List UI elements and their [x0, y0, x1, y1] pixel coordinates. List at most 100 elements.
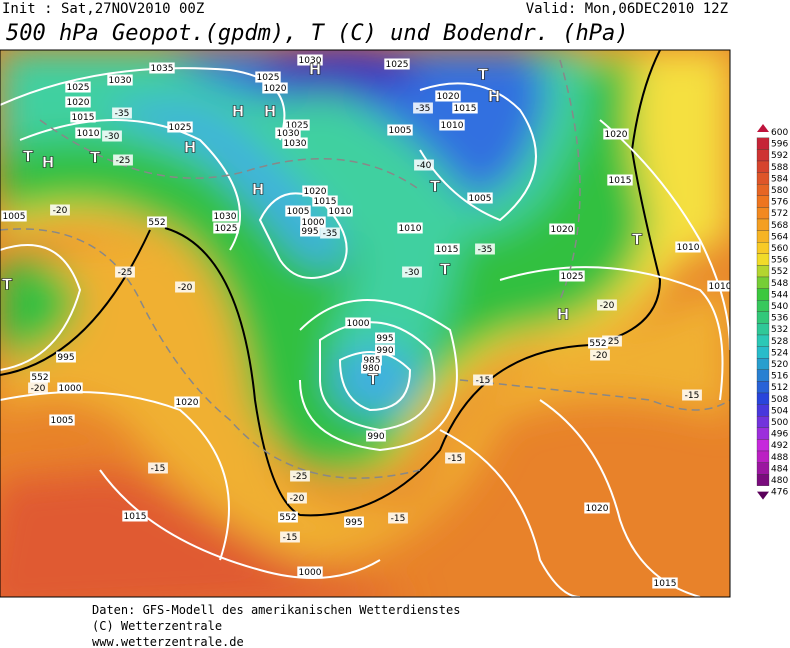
isobar-label: 1010: [399, 224, 422, 234]
temperature-label: -35: [478, 245, 493, 255]
label-box: [345, 317, 371, 329]
isobar-label: 1020: [264, 84, 287, 94]
isobar-label: 995: [301, 227, 318, 237]
legend-swatch: [756, 474, 770, 486]
temperature-label: -20: [290, 494, 305, 504]
legend-cap: [757, 124, 769, 132]
isobar-label: 995: [376, 334, 393, 344]
pressure-center: H: [264, 103, 277, 121]
temperature-label: -25: [605, 337, 620, 347]
pressure-center: T: [90, 149, 101, 167]
pressure-center: T: [368, 371, 379, 389]
pressure-center: H: [232, 103, 245, 121]
isobar-label: 1000: [299, 568, 322, 578]
isobar-label: 990: [367, 432, 384, 442]
isobar-label: 1020: [67, 98, 90, 108]
label-box: [414, 159, 434, 171]
isobar-label: 1005: [3, 212, 26, 222]
legend-swatch: [756, 358, 770, 370]
isobar-label: 1010: [677, 243, 700, 253]
pressure-center: H: [309, 61, 322, 79]
temperature-label: -35: [416, 104, 431, 114]
legend-swatch: [756, 311, 770, 324]
label-box: [1, 210, 27, 222]
legend-swatch: [756, 416, 770, 428]
label-box: [262, 82, 288, 94]
label-box: [435, 90, 461, 102]
temperature-label: -15: [476, 376, 491, 386]
isobar-label: 1010: [441, 121, 464, 131]
label-box: [675, 241, 701, 253]
temperature-label: -30: [105, 132, 120, 142]
isobar-label: 1030: [284, 139, 307, 149]
legend-swatch: [756, 253, 770, 266]
legend-swatch: [756, 276, 770, 289]
label-box: [107, 74, 133, 86]
legend-value: 492: [771, 441, 788, 451]
legend-swatch: [756, 300, 770, 312]
temperature-label: -20: [593, 351, 608, 361]
label-box: [112, 107, 132, 119]
legend-value: 564: [771, 232, 788, 242]
label-box: [584, 502, 610, 514]
legend-value: 536: [771, 314, 788, 324]
label-box: [175, 281, 195, 293]
legend-value: 596: [771, 140, 788, 150]
label-box: [56, 351, 76, 363]
label-box: [149, 62, 175, 74]
label-box: [320, 227, 340, 239]
isobar-label: 1025: [215, 224, 238, 234]
temperature-label: -20: [53, 206, 68, 216]
legend-value: 592: [771, 151, 788, 161]
isobar-label: 1015: [654, 579, 677, 589]
legend-swatch: [756, 369, 770, 382]
legend-swatch: [756, 242, 770, 254]
label-box: [75, 127, 101, 139]
label-box: [174, 396, 200, 408]
isobar-label: 1015: [124, 512, 147, 522]
isobar-label: 1010: [77, 129, 100, 139]
isobar-label: 1015: [314, 197, 337, 207]
label-box: [384, 58, 410, 70]
label-box: [597, 299, 617, 311]
pressure-center: T: [23, 148, 34, 166]
isobar-label: 1025: [257, 73, 280, 83]
map-labels: 103010351025102010151010-35-30-251025102…: [1, 54, 730, 589]
isobar-label: 552: [279, 513, 296, 523]
label-box: [473, 374, 493, 386]
legend-swatch: [756, 404, 770, 417]
isobar-label: 1010: [329, 207, 352, 217]
label-box: [278, 511, 298, 523]
label-box: [362, 354, 382, 366]
label-box: [602, 335, 622, 347]
isobar-label: 1030: [299, 56, 322, 66]
legend-swatch: [756, 265, 770, 278]
pressure-center: H: [488, 88, 501, 106]
isobar-label: 1005: [469, 194, 492, 204]
label-box: [402, 266, 422, 278]
legend-swatch: [756, 160, 770, 173]
temperature-label: -35: [115, 109, 130, 119]
label-box: [148, 462, 168, 474]
isobar-label: 1005: [51, 416, 74, 426]
label-box: [65, 96, 91, 108]
label-box: [445, 452, 465, 464]
label-box: [607, 174, 633, 186]
legend-value: 528: [771, 337, 788, 347]
label-box: [282, 137, 308, 149]
isobar-label: 552: [31, 373, 48, 383]
label-box: [387, 124, 413, 136]
isobar-label: 552: [589, 339, 606, 349]
label-box: [115, 266, 135, 278]
map-title: 500 hPa Geopot.(gpdm), T (C) und Bodendr…: [6, 21, 629, 46]
label-box: [344, 516, 364, 528]
label-box: [113, 154, 133, 166]
label-box: [413, 102, 433, 114]
isobar-label: 1000: [302, 218, 325, 228]
label-box: [300, 225, 320, 237]
isobar-label: 1020: [605, 130, 628, 140]
legend-swatch: [756, 218, 770, 231]
isobar-label: 1020: [304, 187, 327, 197]
